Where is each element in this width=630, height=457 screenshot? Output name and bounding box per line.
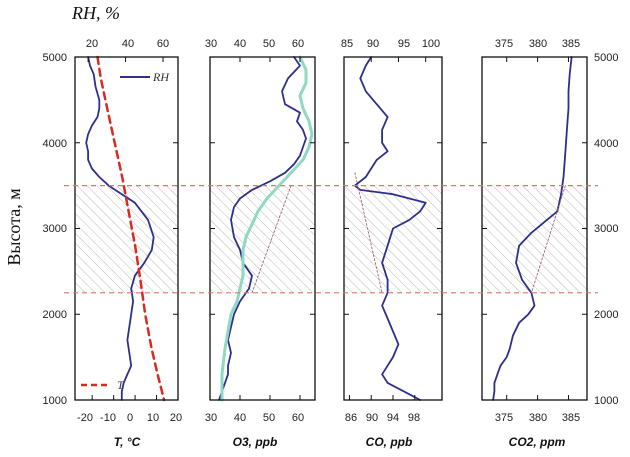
rh-top-axis-label: RH, % [71,3,120,23]
series-co2 [492,56,573,401]
hatched-layer [482,185,587,293]
y-ticklabel-right: 1000 [594,395,618,407]
co-ticklabel: 94 [387,412,399,424]
panel-0-top-ticklabels: 20 40 60 [86,38,169,50]
co-axis-label: CO, ppb [366,435,413,449]
legend-t-label: T [117,378,125,392]
o3-ticklabel: 60 [292,412,304,424]
o3-top-ticklabel: 30 [205,38,217,50]
series-o3-reference [251,185,292,294]
legend-t: T [81,378,125,392]
rh-ticklabel: 40 [122,38,134,50]
co-top-ticklabel: 90 [367,38,379,50]
x-ticklabel: 20 [170,412,182,424]
co2-top-ticklabel: 380 [529,38,547,50]
x-ticklabel: 10 [147,412,159,424]
o3-ticklabel: 40 [234,412,246,424]
y-ticklabel: 5000 [43,52,67,64]
co-ticklabel: 90 [366,412,378,424]
legend-rh: RH [120,70,170,84]
left-y-ticklabels: 5000 4000 3000 2000 1000 [43,52,67,407]
y-ticklabel: 3000 [43,223,67,235]
co2-ticklabel: 375 [495,412,513,424]
x-ticklabel: 0 [127,412,133,424]
rh-ticklabel: 20 [86,38,98,50]
panel-2-bottom-ticklabels: 86 90 94 98 [345,412,420,424]
o3-top-ticklabel: 50 [263,38,275,50]
co2-top-ticklabel: 385 [562,38,580,50]
panel-carbon-monoxide [343,56,443,401]
series-rh [85,56,155,401]
series-co [353,56,427,401]
series-o3 [218,56,307,401]
o3-ticklabel: 30 [205,412,217,424]
panel-2-top-ticklabels: 85 90 95 100 [341,38,440,50]
o3-axis-label: O3, ppb [233,435,278,449]
y-axis-label: Высота, м [4,188,24,265]
y-ticklabel-right: 5000 [594,52,618,64]
panel-1-bottom-ticklabels: 30 40 50 60 [205,412,304,424]
rh-ticklabel: 60 [157,38,169,50]
t-axis-label: T, °C [114,435,141,449]
y-ticklabel-right: 3000 [594,223,618,235]
co2-ticklabel: 385 [562,412,580,424]
y-ticklabel: 2000 [43,309,67,321]
y-ticklabel: 1000 [43,395,67,407]
legend-rh-label: RH [152,70,170,84]
series-t [96,55,166,402]
panel-ozone [209,55,316,402]
co2-top-ticklabel: 375 [495,38,513,50]
co-top-ticklabel: 100 [422,38,440,50]
series-o3-smoothed [220,55,314,402]
co2-ticklabel: 380 [529,412,547,424]
right-y-ticklabels: 5000 4000 3000 2000 1000 [594,52,618,407]
panel-0-bottom-ticklabels: -20 -10 0 10 20 [77,412,182,424]
layer-boundary-lines [64,185,598,294]
panel-3-top-ticklabels: 375 380 385 [495,38,580,50]
panel-3-bottom-ticklabels: 375 380 385 [495,412,580,424]
co2-axis-label: CO2, ppm [509,435,566,449]
co-ticklabel: 86 [345,412,357,424]
panel-rh-temperature [74,55,179,402]
panel-1-top-ticklabels: 30 40 50 60 [205,38,304,50]
y-ticklabel-right: 4000 [594,138,618,150]
o3-top-ticklabel: 40 [234,38,246,50]
y-ticklabel-right: 2000 [594,309,618,321]
o3-ticklabel: 50 [263,412,275,424]
series-co-reference [354,172,383,294]
hatched-layer [344,185,442,293]
co-top-ticklabel: 85 [341,38,353,50]
x-ticklabel: -10 [100,412,116,424]
y-ticklabel: 4000 [43,138,67,150]
co-ticklabel: 98 [408,412,420,424]
co-top-ticklabel: 95 [398,38,410,50]
series-co2-reference [530,185,566,294]
o3-top-ticklabel: 60 [292,38,304,50]
x-ticklabel: -20 [77,412,93,424]
hatched-layer [210,185,315,293]
panel-carbon-dioxide [481,56,588,401]
